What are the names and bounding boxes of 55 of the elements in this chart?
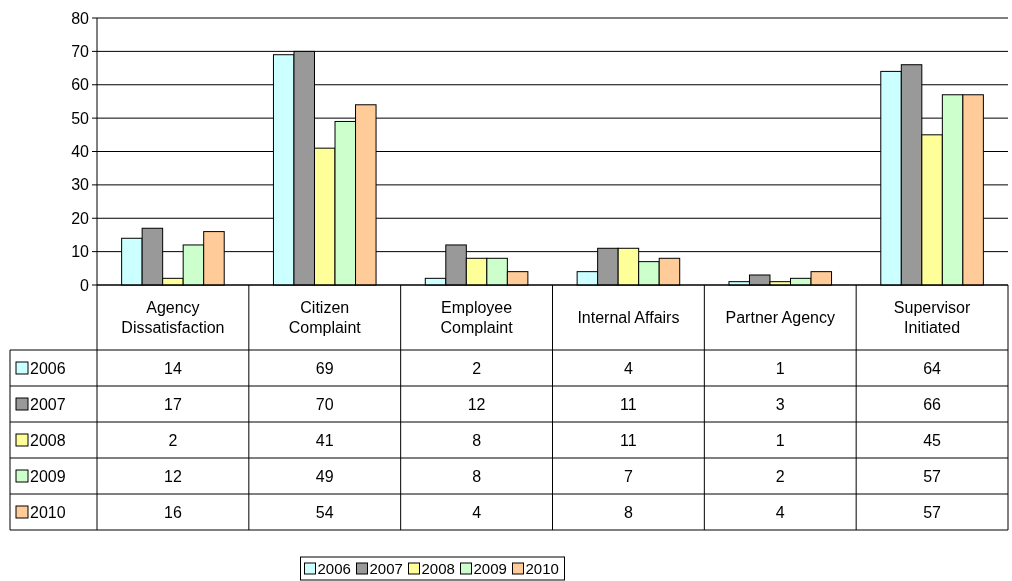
data-label: 17	[164, 395, 182, 413]
x-tick-label: Employee Complaint	[440, 299, 514, 337]
data-label: 3	[775, 395, 785, 413]
data-label: 4	[472, 503, 482, 521]
data-label: 54	[315, 503, 334, 521]
data-label: 57	[923, 503, 942, 521]
data-label: 4	[623, 359, 633, 377]
y-tick-label: 70	[71, 42, 90, 60]
data-label: 2	[775, 467, 785, 485]
text: 2006	[317, 560, 351, 578]
data-label: 11	[620, 395, 637, 413]
data-label: 14	[164, 359, 182, 377]
x-tick-label: Agency Dissatisfaction	[121, 299, 225, 337]
y-tick-label: 40	[71, 143, 90, 161]
y-tick-label: 0	[80, 276, 90, 294]
data-label: 45	[923, 431, 942, 449]
data-label: 2	[168, 431, 178, 449]
data-label: 1	[775, 359, 785, 377]
text: 2009	[473, 560, 507, 578]
legend-label: 2008	[30, 431, 66, 449]
data-label: 8	[472, 467, 482, 485]
data-label: 2	[472, 359, 482, 377]
data-label: 8	[623, 503, 633, 521]
data-label: 4	[775, 503, 785, 521]
data-label: 16	[164, 503, 182, 521]
text: 2010	[525, 560, 559, 578]
data-label: 70	[315, 395, 334, 413]
x-tick-label: Supervisor Initiated	[893, 299, 971, 337]
legend-label: 2010	[30, 503, 66, 521]
data-label: 66	[923, 395, 942, 413]
legend-label: 2009	[30, 467, 66, 485]
legend-label: 2007	[30, 395, 66, 413]
data-label: 11	[620, 431, 637, 449]
data-label: 49	[315, 467, 334, 485]
x-tick-label: Partner Agency	[725, 309, 835, 327]
y-tick-label: 10	[71, 243, 90, 261]
x-tick-label: Citizen Complaint	[288, 299, 362, 337]
y-tick-label: 80	[71, 9, 90, 27]
data-label: 12	[164, 467, 182, 485]
data-label: 12	[467, 395, 486, 413]
x-tick-label: Internal Affairs	[577, 309, 680, 327]
data-label: 1	[775, 431, 785, 449]
y-tick-label: 60	[71, 76, 90, 94]
data-label: 7	[623, 467, 633, 485]
data-label: 41	[315, 431, 334, 449]
data-label: 64	[923, 359, 942, 377]
y-tick-label: 50	[71, 109, 90, 127]
legend-label: 2006	[30, 359, 66, 377]
y-tick-label: 30	[71, 176, 90, 194]
data-label: 57	[923, 467, 942, 485]
y-tick-label: 20	[71, 209, 90, 227]
data-label: 8	[472, 431, 482, 449]
data-label: 69	[315, 359, 334, 377]
text: 2008	[421, 560, 455, 578]
text: 2007	[369, 560, 403, 578]
